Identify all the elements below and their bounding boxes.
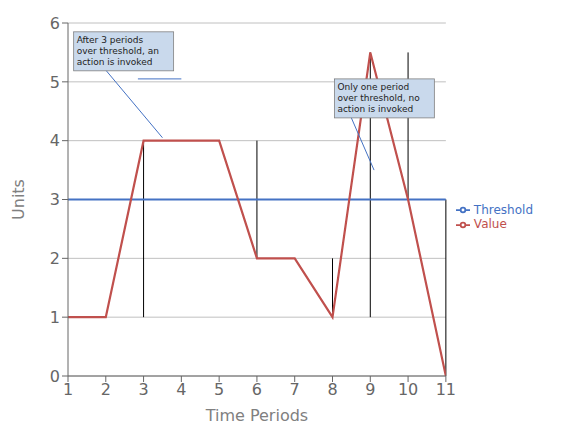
svg-text:11: 11	[436, 380, 456, 399]
svg-text:5: 5	[50, 73, 60, 92]
svg-text:Only one periodover threshold,: Only one periodover threshold, noaction …	[337, 82, 420, 114]
svg-text:3: 3	[138, 380, 148, 399]
svg-text:6: 6	[252, 380, 262, 399]
svg-text:1: 1	[50, 308, 60, 327]
svg-text:5: 5	[214, 380, 224, 399]
html-text:Threshold: Threshold	[473, 202, 533, 217]
svg-text:2: 2	[101, 380, 111, 399]
svg-text:3: 3	[50, 190, 60, 209]
html-text:Value: Value	[473, 217, 507, 231]
svg-text:7: 7	[290, 380, 300, 399]
svg-text:6: 6	[50, 14, 60, 33]
svg-text:Units: Units	[9, 179, 28, 220]
svg-text:After 3 periodsover threshold,: After 3 periodsover threshold, anaction …	[77, 35, 159, 67]
svg-text:0: 0	[50, 367, 60, 386]
svg-text:4: 4	[176, 380, 186, 399]
svg-text:8: 8	[327, 380, 337, 399]
svg-text:9: 9	[365, 380, 375, 399]
svg-text:2: 2	[50, 249, 60, 268]
svg-text:Time Periods: Time Periods	[205, 406, 308, 425]
svg-text:10: 10	[398, 380, 418, 399]
svg-text:1: 1	[63, 380, 73, 399]
svg-text:4: 4	[50, 131, 60, 150]
